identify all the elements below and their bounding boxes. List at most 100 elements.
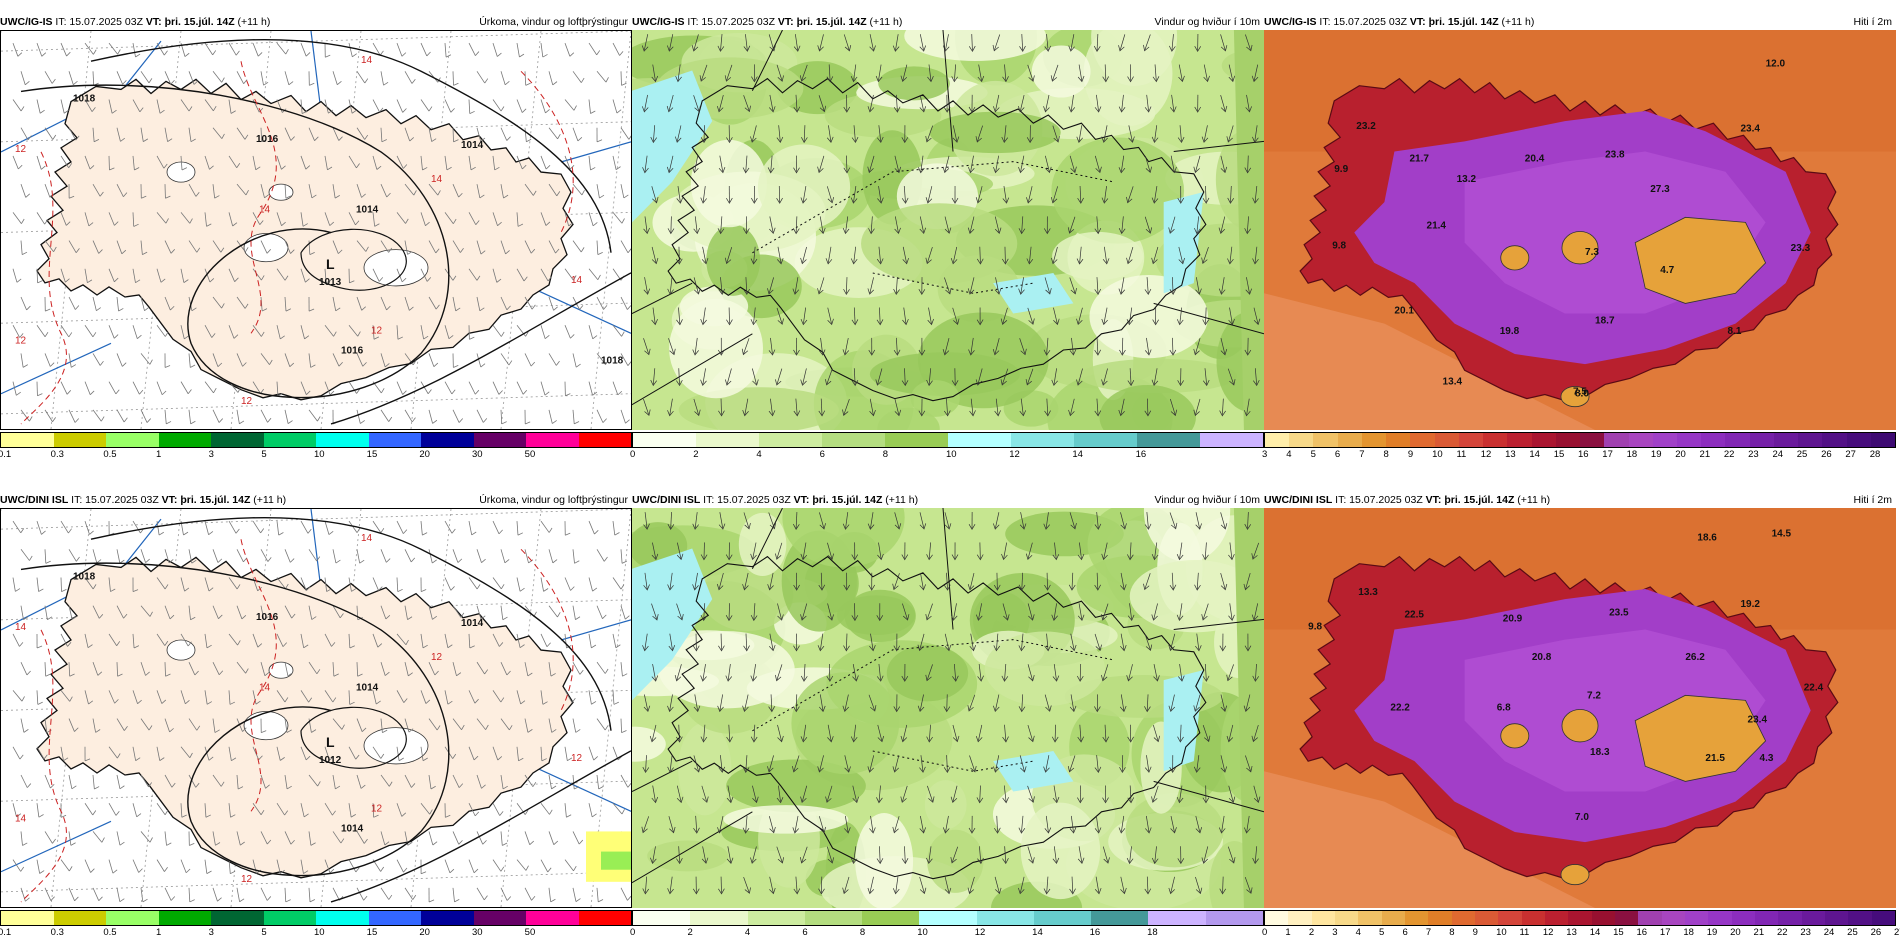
colorbar-tick-label: 7: [1425, 927, 1432, 938]
temperature-label: 9.9: [1334, 164, 1348, 175]
colorbar-tick-label: 24: [1823, 927, 1835, 938]
colorbar-swatch: [919, 911, 977, 925]
colorbar: 0 1 2 3 4 5 6 7 8 9 10 11 12 13 14 15 16 17 18 19 20 21 22 23 24…: [1262, 910, 1900, 940]
temperature-label: 20.4: [1525, 154, 1545, 165]
colorbar-tick-label: 27: [1845, 449, 1856, 460]
map-area[interactable]: 1018101610141014101410161414141412121212…: [0, 508, 632, 908]
colorbar-ticks: 0 2 4 6 8 10 12 14 16: [630, 449, 1264, 461]
colorbar-tick-label: 21: [1699, 449, 1711, 460]
temperature-label: 4.3: [1760, 753, 1774, 764]
colorbar-swatch: [1531, 433, 1556, 447]
colorbar-tick-label: 5: [1310, 449, 1316, 460]
colorbar-swatch: [1483, 433, 1508, 447]
colorbar-swatch: [578, 911, 631, 925]
panel-title: Vindur og hviður í 10m: [1154, 16, 1260, 28]
colorbar-tick-label: 8: [859, 927, 866, 938]
colorbar-tick-label: 0.5: [103, 449, 117, 460]
colorbar-swatch: [106, 433, 159, 447]
model-name: UWC/IG-IS: [1264, 16, 1317, 28]
temp-contour-label: 12: [371, 325, 383, 336]
colorbar-swatch: [1708, 911, 1732, 925]
colorbar-tick-label: 25: [1796, 449, 1808, 460]
colorbar-tick-label: 30: [472, 927, 483, 938]
colorbar-swatch: [421, 911, 474, 925]
temperature-label: 23.4: [1741, 123, 1761, 134]
colorbar-tick-label: 6: [1334, 449, 1341, 460]
colorbar-tick-label: 18: [1683, 927, 1694, 938]
low-pressure-value: 1013: [319, 277, 342, 288]
colorbar-tick-label: 12: [974, 927, 986, 938]
colorbar-swatch: [822, 433, 885, 447]
temperature-label: 13.2: [1457, 174, 1477, 185]
model-name: UWC/DINI ISL: [0, 494, 69, 506]
temp-contour-label: 12: [571, 753, 583, 764]
lead-time: (+11 h): [869, 16, 903, 28]
temperature-label: 4.7: [1660, 265, 1674, 276]
colorbar-swatch: [862, 911, 920, 925]
colorbar-tick-label: 27: [1894, 927, 1900, 938]
panel-title: Hiti í 2m: [1853, 494, 1892, 506]
temperature-label: 21.5: [1705, 753, 1725, 764]
colorbar-swatch: [1507, 433, 1532, 447]
temperature-label: 20.1: [1394, 306, 1414, 317]
temperature-label: 13.3: [1358, 587, 1378, 598]
colorbar-tick-label: 12: [1480, 449, 1492, 460]
colorbar-tick-label: 10: [917, 927, 928, 938]
valid-label: VT:: [793, 494, 810, 506]
temperature-label: 7.5: [1573, 387, 1587, 398]
colorbar-swatch: [1870, 433, 1896, 447]
valid-time: þri. 15.júl. 14Z: [164, 16, 235, 28]
temp-contour-label: 14: [361, 55, 373, 66]
colorbar-tick-label: 3: [1262, 449, 1268, 460]
colorbar-swatch: [1801, 911, 1825, 925]
temperature-label: 13.4: [1443, 376, 1463, 387]
temp-contour-label: 12: [241, 396, 253, 407]
isobar-label: 1018: [73, 94, 96, 105]
colorbar-swatch: [53, 433, 106, 447]
colorbar-swatch: [1731, 911, 1755, 925]
colorbar-swatch: [885, 433, 948, 447]
temp-contour-label: 14: [259, 682, 271, 693]
colorbar-tick-label: 0: [1262, 927, 1268, 938]
colorbar-swatch: [696, 433, 759, 447]
colorbar-tick-label: 10: [1496, 927, 1507, 938]
isobar-label: 1016: [341, 345, 364, 356]
map-area[interactable]: 12.0 23.2 21.7 9.9 13.2 20.4 23.8 23.4 27.3 21.4 9…: [1264, 30, 1896, 430]
colorbar-swatch: [1337, 433, 1362, 447]
colorbar-tick-label: 18: [1626, 449, 1638, 460]
colorbar-tick-label: 15: [366, 927, 378, 938]
low-pressure-value: 1012: [319, 755, 342, 766]
map-area[interactable]: [632, 30, 1264, 430]
temp-contour-label: 12: [15, 144, 27, 155]
colorbar-swatch: [1555, 433, 1581, 447]
temp-contour-label: 14: [431, 174, 443, 185]
colorbar-tick-label: 26: [1821, 449, 1832, 460]
init-time: IT: 15.07.2025 03Z: [1319, 16, 1407, 28]
colorbar: 3 4 5 6 7 8 9 10 11 12 13 14 15 16 17 18 19 20 21 22 23 24 25 2…: [1262, 432, 1896, 462]
map-area[interactable]: 18.6 14.5 13.3 22.5 20.9 20.8 23.5 19.2 26.2 9.8 2…: [1264, 508, 1896, 908]
panel-header: UWC/IG-IS IT: 15.07.2025 03Z VT: þri. 15…: [0, 14, 632, 30]
colorbar-tick-label: 18: [1147, 927, 1158, 938]
colorbar-swatch: [1474, 911, 1499, 925]
colorbar-swatch: [759, 433, 822, 447]
colorbar-tick-label: 6: [819, 449, 825, 460]
colorbar-tick-label: 10: [314, 927, 325, 938]
temperature-label: 8.0: [1575, 389, 1589, 400]
model-name: UWC/IG-IS: [0, 16, 53, 28]
colorbar-swatch: [1313, 433, 1338, 447]
colorbar-tick-label: 9: [1472, 927, 1478, 938]
colorbar-swatch: [1311, 911, 1335, 925]
colorbar-tick-label: 12: [1542, 927, 1554, 938]
colorbar-swatch: [1410, 433, 1435, 447]
colorbar-swatches: [632, 910, 1264, 926]
panel-precip-dini: UWC/DINI ISL IT: 15.07.2025 03Z VT: þri.…: [0, 492, 632, 942]
map-area[interactable]: [632, 508, 1264, 908]
colorbar-swatch: [1289, 433, 1314, 447]
colorbar-tick-label: 3: [1332, 927, 1338, 938]
temperature-label: 23.4: [1748, 715, 1768, 726]
temperature-label: 9.8: [1308, 621, 1322, 632]
panel-header: UWC/DINI ISL IT: 15.07.2025 03Z VT: þri.…: [0, 492, 632, 508]
map-area[interactable]: 1018 1016 1014 1014 1016 1018 14 14 12 12 14 14 12 12…: [0, 30, 632, 430]
colorbar-tick-label: 3: [208, 927, 214, 938]
colorbar-swatch: [1137, 433, 1200, 447]
